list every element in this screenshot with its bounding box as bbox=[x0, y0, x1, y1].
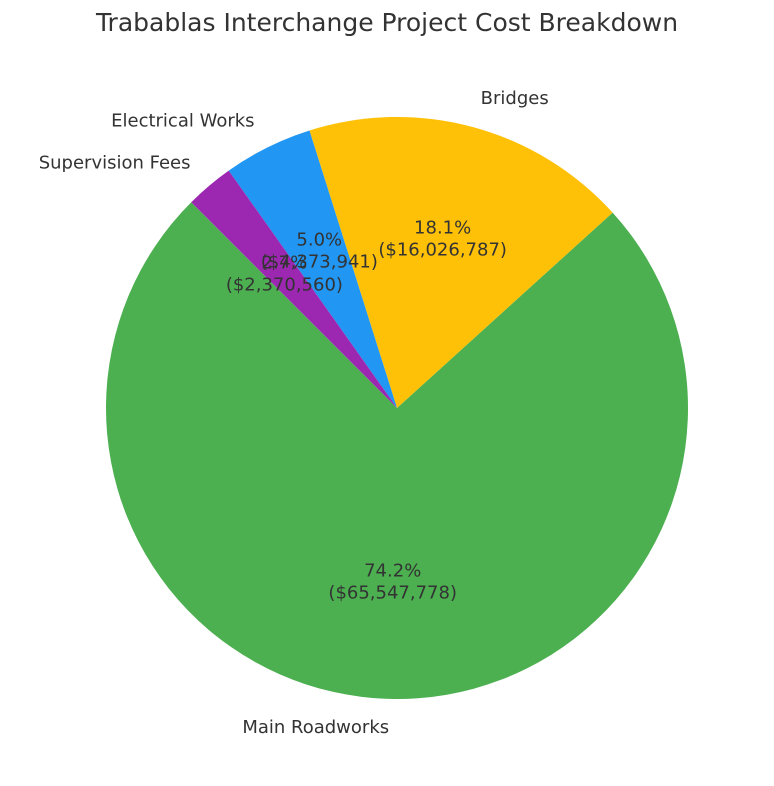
pie-slice-main-roadworks bbox=[105, 202, 688, 700]
slice-percent-main-roadworks: 74.2% bbox=[364, 561, 421, 582]
slice-percent-electrical-works: 5.0% bbox=[296, 230, 342, 251]
slice-label-bridges: Bridges bbox=[481, 88, 549, 109]
chart-title: Trabablas Interchange Project Cost Break… bbox=[95, 8, 679, 37]
pie-slice-supervision-fees bbox=[191, 170, 397, 408]
pie-slice-bridges bbox=[309, 117, 613, 409]
slice-value-electrical-works: ($4,373,941) bbox=[261, 252, 378, 273]
slice-label-main-roadworks: Main Roadworks bbox=[242, 717, 389, 738]
slice-percent-bridges: 18.1% bbox=[414, 217, 471, 238]
slice-value-main-roadworks: ($65,547,778) bbox=[328, 583, 457, 604]
slice-value-bridges: ($16,026,787) bbox=[378, 239, 507, 260]
pie-slice-electrical-works bbox=[228, 130, 397, 408]
slice-value-supervision-fees: ($2,370,560) bbox=[226, 275, 343, 296]
slice-label-supervision-fees: Supervision Fees bbox=[39, 152, 191, 173]
slice-label-electrical-works: Electrical Works bbox=[111, 110, 254, 131]
slice-percent-supervision-fees: 2.7% bbox=[262, 253, 308, 274]
